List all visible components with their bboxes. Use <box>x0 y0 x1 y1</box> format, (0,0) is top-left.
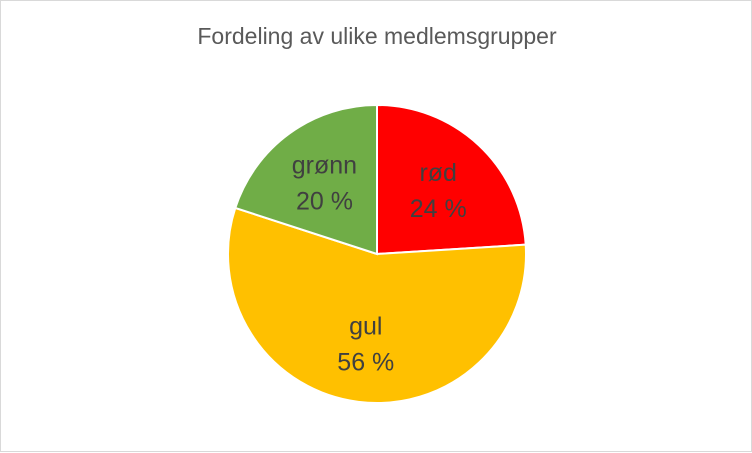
chart-title: Fordeling av ulike medlemsgrupper <box>197 23 557 49</box>
slice-value-label: 24 % <box>410 195 467 223</box>
slice-value-label: 20 % <box>296 188 353 216</box>
pie-slice-1 <box>227 206 527 404</box>
pie-slice-0 <box>376 103 527 256</box>
slice-category-label: rød <box>419 159 457 187</box>
slice-category-label: gul <box>349 313 382 341</box>
slice-category-label: grønn <box>292 152 357 180</box>
slice-value-label: 56 % <box>337 349 394 377</box>
pie-slice-2 <box>234 103 378 256</box>
